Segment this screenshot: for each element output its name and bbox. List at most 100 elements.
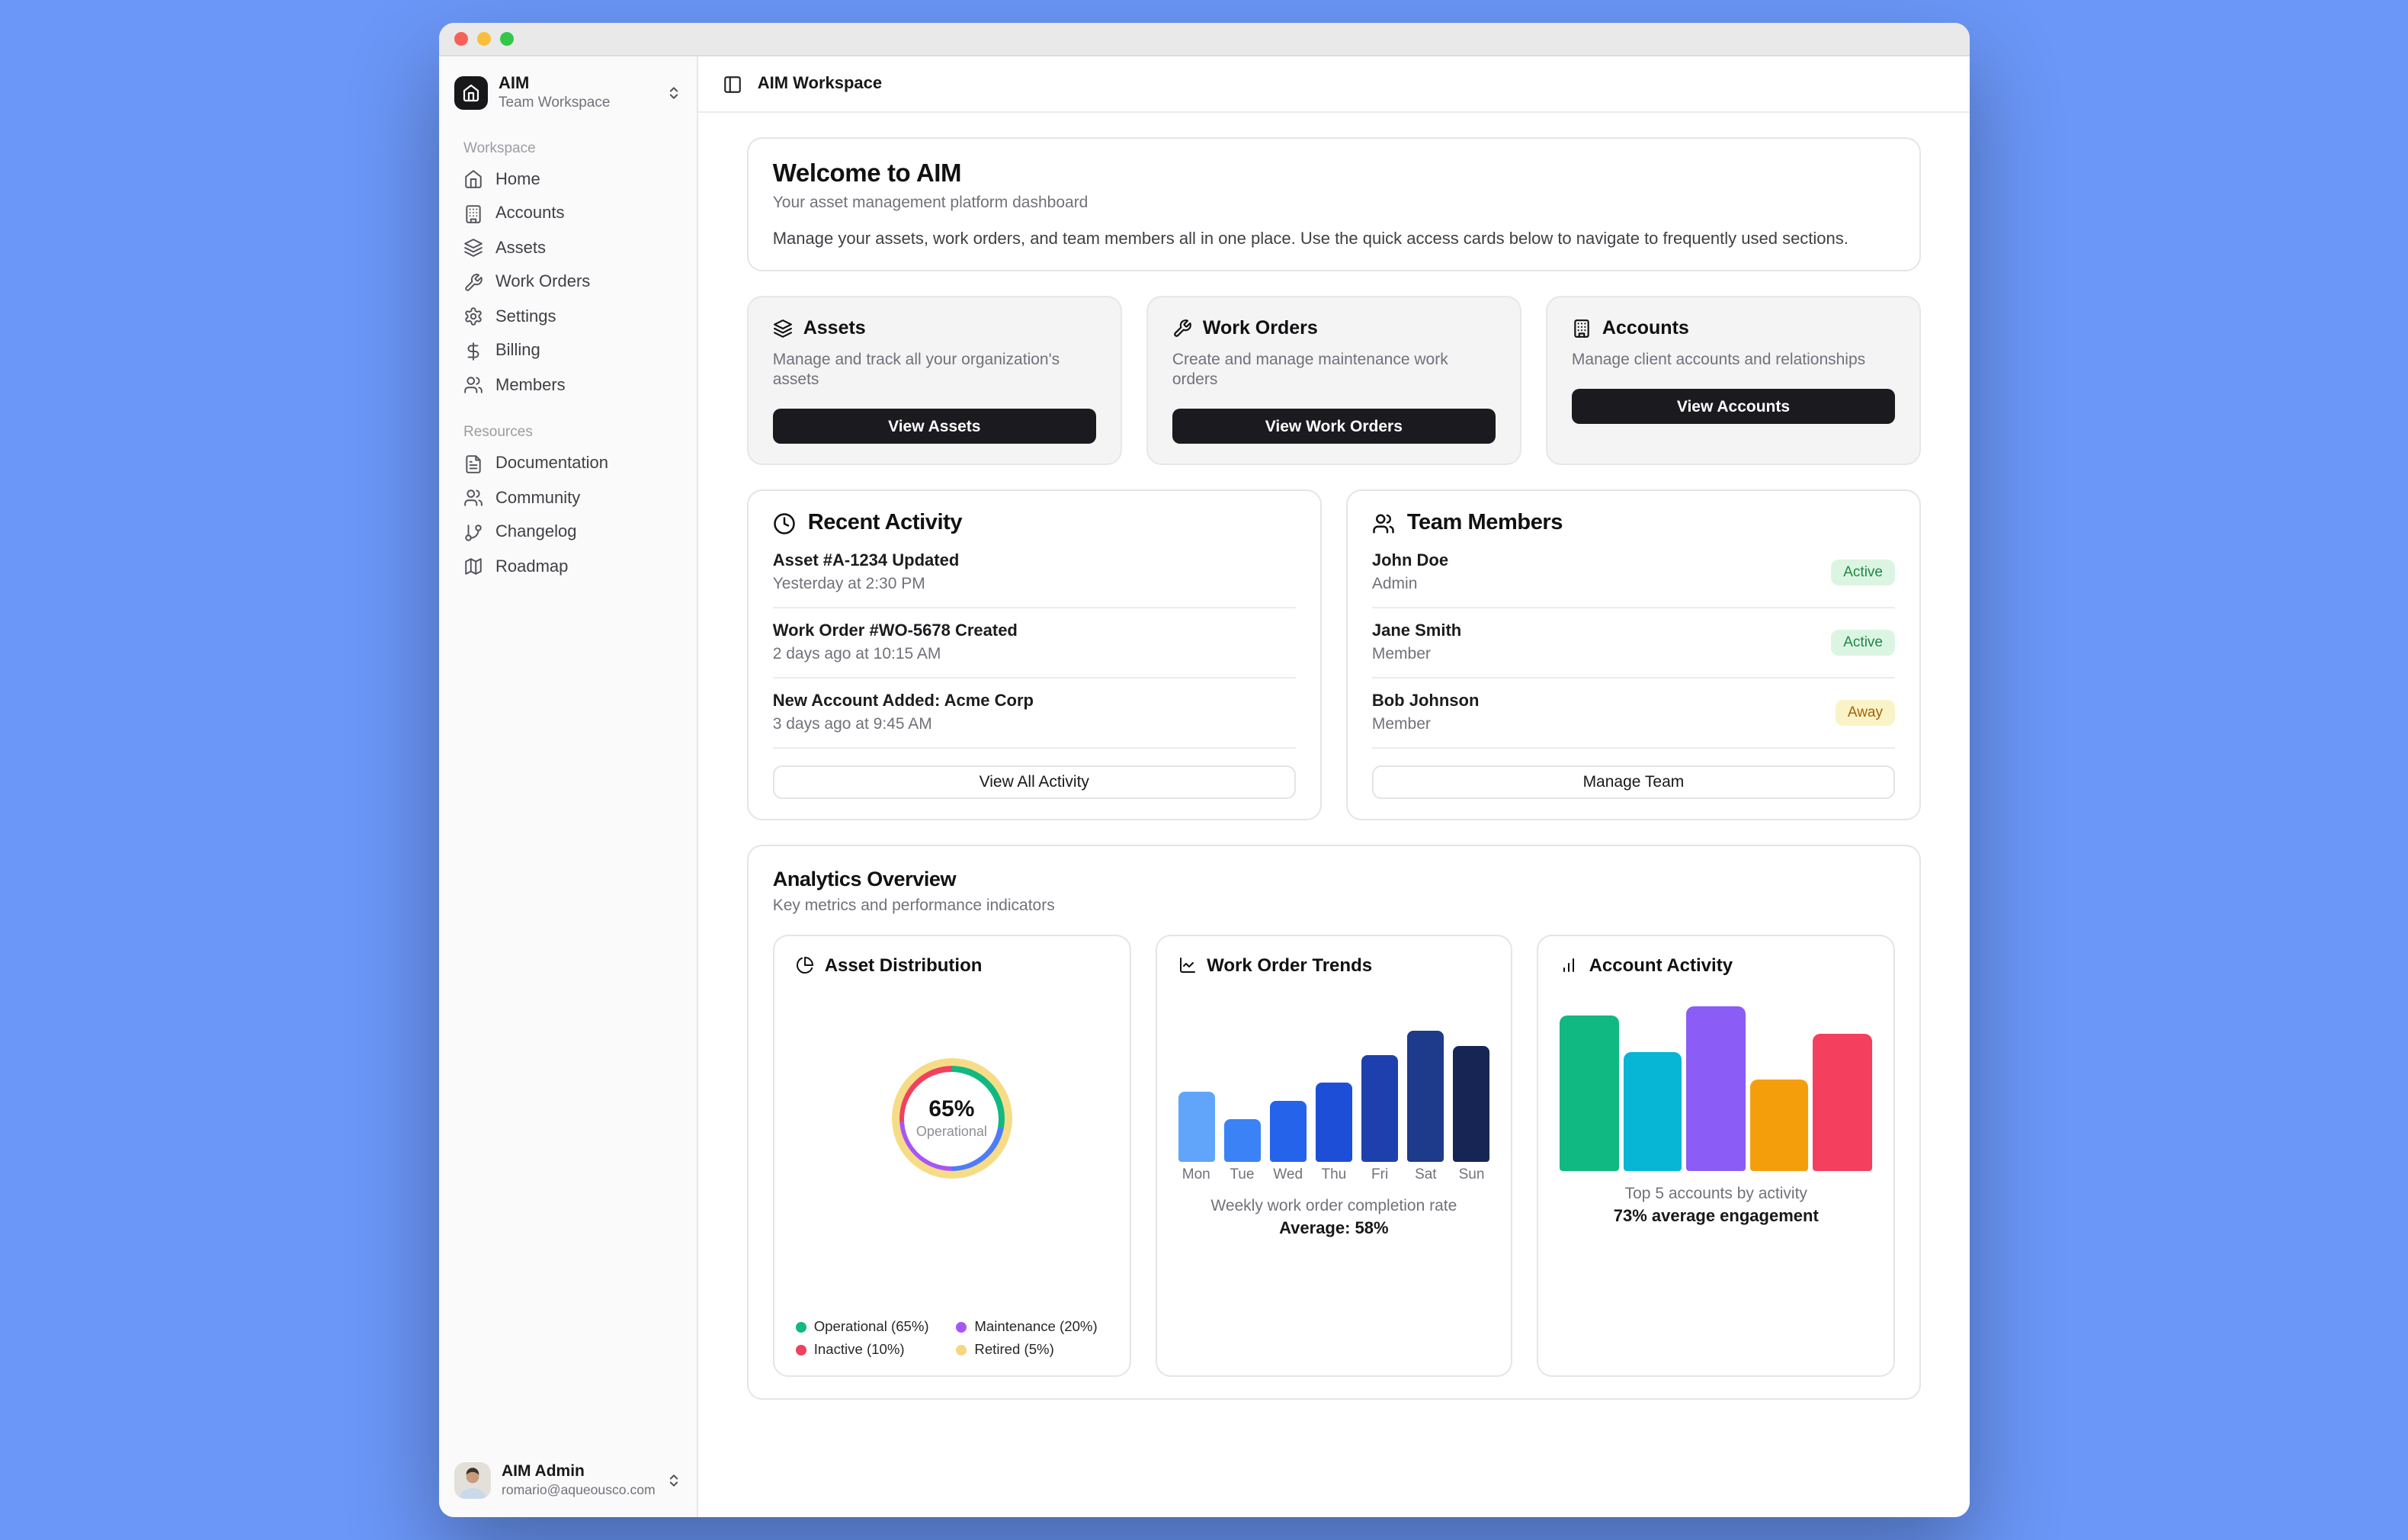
view-work-orders-button[interactable]: View Work Orders [1172, 409, 1496, 444]
activity-list: Asset #A-1234 Updated Yesterday at 2:30 … [772, 538, 1296, 749]
wrench-icon [1172, 318, 1192, 338]
quick-card-assets: Assets Manage and track all your organiz… [746, 296, 1122, 465]
activity-time: Yesterday at 2:30 PM [772, 575, 925, 593]
work-order-caption: Weekly work order completion rate [1210, 1197, 1457, 1215]
donut-legend: Operational (65%) Maintenance (20%) Inac… [795, 1307, 1108, 1357]
chevrons-up-down-icon [666, 86, 681, 101]
workspace-meta: AIM Team Workspace [499, 75, 656, 112]
panel-left-icon[interactable] [723, 74, 742, 94]
home-icon [462, 85, 480, 103]
sidebar-item-label: Billing [495, 342, 540, 361]
analytics-card: Analytics Overview Key metrics and perfo… [746, 845, 1921, 1400]
gear-icon [463, 307, 483, 327]
pie-chart-icon [796, 956, 814, 974]
window-close-button[interactable] [454, 32, 468, 46]
work-order-trends-card: Work Order Trends Mon Tue Wed Thu Fri Sat Sun … [1155, 935, 1513, 1377]
bar-wed [1269, 1100, 1307, 1162]
quick-card-title: Work Orders [1202, 317, 1318, 338]
sidebar-item-documentation[interactable]: Documentation [451, 447, 685, 481]
team-members-title: Team Members [1406, 511, 1563, 535]
quick-card-header: Assets [773, 317, 1096, 338]
quick-card-title: Assets [803, 317, 866, 338]
recent-activity-title: Recent Activity [807, 511, 963, 535]
analytics-subtitle: Key metrics and performance indicators [772, 897, 1055, 915]
sidebar-item-label: Accounts [495, 204, 565, 223]
member-row[interactable]: Jane Smith Member Active [1371, 608, 1895, 679]
building-icon [1572, 318, 1592, 338]
view-accounts-button[interactable]: View Accounts [1571, 389, 1895, 424]
window-maximize-button[interactable] [500, 32, 514, 46]
users-icon [463, 376, 483, 396]
legend-label: Retired (5%) [974, 1342, 1054, 1357]
status-badge: Active [1831, 560, 1895, 586]
quick-card-description: Manage and track all your organization's… [772, 351, 1060, 389]
home-icon [463, 170, 483, 190]
member-role: Admin [1371, 575, 1418, 593]
legend-label: Maintenance (20%) [974, 1319, 1098, 1334]
panes-row: Recent Activity Asset #A-1234 Updated Ye… [746, 489, 1921, 820]
quick-card-title: Accounts [1602, 317, 1689, 338]
sidebar-item-assets[interactable]: Assets [451, 231, 685, 265]
member-row[interactable]: Bob Johnson Member Away [1371, 679, 1895, 749]
legend-dot [956, 1344, 967, 1355]
account-activity-bars [1560, 1006, 1873, 1171]
legend-item: Retired (5%) [956, 1342, 1108, 1357]
sidebar-spacer [451, 584, 685, 1456]
sidebar-item-changelog[interactable]: Changelog [451, 515, 685, 550]
activity-item[interactable]: New Account Added: Acme Corp 3 days ago … [772, 679, 1296, 749]
bar-series-5 [1813, 1034, 1873, 1171]
work-order-trends-header: Work Order Trends [1178, 954, 1489, 976]
legend-label: Inactive (10%) [813, 1342, 905, 1357]
bar-chart-icon [1560, 956, 1579, 974]
user-menu[interactable]: AIM Admin romario@aqueousco.com [451, 1456, 685, 1505]
axis-label: Wed [1273, 1166, 1303, 1183]
activity-item[interactable]: Work Order #WO-5678 Created 2 days ago a… [772, 608, 1296, 679]
users-icon [1372, 512, 1395, 534]
quick-card-header: Work Orders [1172, 317, 1496, 338]
sidebar-item-accounts[interactable]: Accounts [451, 197, 685, 231]
sidebar-item-label: Assets [495, 239, 547, 258]
sidebar-item-roadmap[interactable]: Roadmap [451, 550, 685, 584]
activity-item[interactable]: Asset #A-1234 Updated Yesterday at 2:30 … [772, 538, 1296, 608]
sidebar-item-billing[interactable]: Billing [451, 334, 685, 368]
manage-team-button[interactable]: Manage Team [1371, 765, 1895, 799]
recent-activity-header: Recent Activity [773, 511, 1296, 535]
window-minimize-button[interactable] [477, 32, 491, 46]
view-assets-button[interactable]: View Assets [772, 409, 1096, 444]
legend-dot [795, 1344, 806, 1355]
account-activity-caption: Top 5 accounts by activity [1624, 1185, 1807, 1203]
sidebar-item-settings[interactable]: Settings [451, 300, 685, 334]
axis-label: Fri [1371, 1166, 1389, 1183]
layers-icon [773, 318, 793, 338]
chart-grid: Asset Distribution 65% Operational [772, 935, 1895, 1377]
status-badge: Active [1831, 630, 1895, 656]
member-name: John Doe [1371, 552, 1449, 570]
legend-dot [795, 1321, 806, 1332]
analytics-title: Analytics Overview [772, 868, 957, 890]
sidebar-item-work-orders[interactable]: Work Orders [451, 265, 685, 300]
workspace-switcher[interactable]: AIM Team Workspace [451, 69, 685, 118]
sidebar-item-community[interactable]: Community [451, 481, 685, 515]
sidebar-item-members[interactable]: Members [451, 368, 685, 403]
page-content: Welcome to AIM Your asset management pla… [698, 113, 1970, 1517]
activity-time: 3 days ago at 9:45 AM [772, 715, 932, 733]
clock-icon [773, 512, 796, 534]
axis-label: Sat [1415, 1166, 1437, 1183]
topbar: AIM Workspace [697, 56, 1970, 113]
recent-activity-card: Recent Activity Asset #A-1234 Updated Ye… [746, 489, 1322, 820]
main-area: AIM Workspace Welcome to AIM Your asset … [697, 56, 1970, 1517]
activity-title: Asset #A-1234 Updated [772, 552, 960, 570]
member-info: Bob Johnson Member [1372, 691, 1480, 735]
sidebar-item-home[interactable]: Home [451, 162, 685, 197]
sidebar-item-label: Documentation [495, 454, 608, 473]
activity-time: 2 days ago at 10:15 AM [772, 645, 941, 663]
user-meta: AIM Admin romario@aqueousco.com [502, 1462, 656, 1499]
asset-distribution-header: Asset Distribution [796, 954, 1108, 976]
bar-series-1 [1560, 1015, 1619, 1171]
bar-thu [1315, 1083, 1352, 1162]
view-all-activity-button[interactable]: View All Activity [772, 765, 1296, 799]
sidebar-item-label: Members [495, 376, 566, 395]
member-row[interactable]: John Doe Admin Active [1371, 538, 1895, 608]
member-role: Member [1371, 645, 1431, 663]
